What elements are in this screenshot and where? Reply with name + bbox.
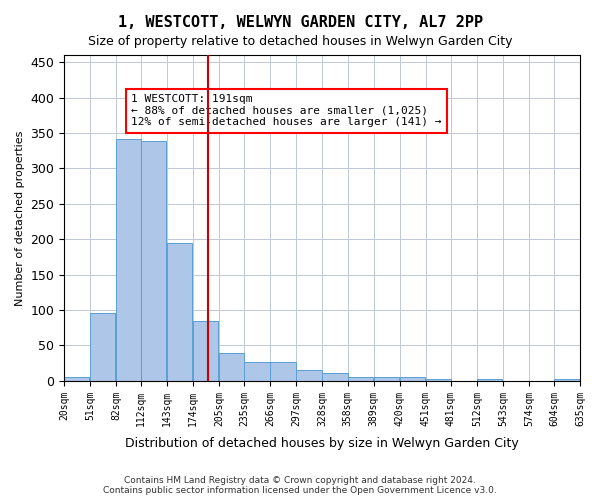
- Text: Contains HM Land Registry data © Crown copyright and database right 2024.
Contai: Contains HM Land Registry data © Crown c…: [103, 476, 497, 495]
- Bar: [374, 378, 399, 381]
- Bar: [90, 313, 115, 381]
- Bar: [322, 373, 347, 381]
- Bar: [271, 362, 296, 381]
- Text: 1 WESTCOTT: 191sqm
← 88% of detached houses are smaller (1,025)
12% of semi-deta: 1 WESTCOTT: 191sqm ← 88% of detached hou…: [131, 94, 442, 128]
- Bar: [142, 142, 166, 381]
- Bar: [220, 352, 244, 381]
- Bar: [554, 379, 579, 381]
- Text: 1, WESTCOTT, WELWYN GARDEN CITY, AL7 2PP: 1, WESTCOTT, WELWYN GARDEN CITY, AL7 2PP: [118, 15, 482, 30]
- Bar: [116, 138, 142, 381]
- Bar: [400, 378, 425, 381]
- Bar: [296, 370, 322, 381]
- Bar: [425, 379, 451, 381]
- Bar: [244, 362, 269, 381]
- Y-axis label: Number of detached properties: Number of detached properties: [15, 130, 25, 306]
- Bar: [64, 378, 89, 381]
- X-axis label: Distribution of detached houses by size in Welwyn Garden City: Distribution of detached houses by size …: [125, 437, 519, 450]
- Bar: [167, 243, 193, 381]
- Text: Size of property relative to detached houses in Welwyn Garden City: Size of property relative to detached ho…: [88, 35, 512, 48]
- Bar: [477, 379, 502, 381]
- Bar: [347, 378, 373, 381]
- Bar: [193, 320, 218, 381]
